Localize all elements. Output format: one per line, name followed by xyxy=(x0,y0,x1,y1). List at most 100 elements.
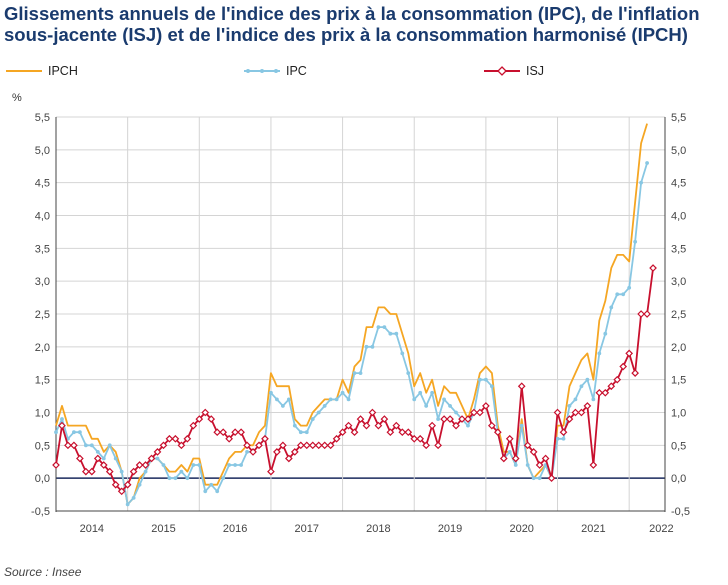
data-point-isj xyxy=(332,434,341,443)
data-point-isj xyxy=(422,441,431,450)
data-point-ipc xyxy=(388,331,393,336)
x-tick-label: 2016 xyxy=(223,523,247,535)
data-point-isj xyxy=(171,434,180,443)
data-point-ipc xyxy=(185,476,190,481)
y-tick-label-left: 1,5 xyxy=(35,375,50,387)
data-point-ipc xyxy=(298,430,303,435)
data-point-ipc xyxy=(137,482,142,487)
chart-title: Glissements annuels de l'indice des prix… xyxy=(4,3,700,45)
data-point-ipc xyxy=(591,397,596,402)
data-point-isj xyxy=(129,467,138,476)
data-point-ipc xyxy=(376,325,381,330)
data-point-ipc xyxy=(245,450,249,454)
y-tick-label-left: 0,0 xyxy=(35,473,50,485)
y-tick-label-left: 0,5 xyxy=(35,440,50,452)
data-point-isj xyxy=(541,454,550,463)
data-point-ipc xyxy=(292,423,297,428)
y-tick-label-right: 1,0 xyxy=(671,408,686,420)
data-point-ipc xyxy=(537,476,542,481)
y-tick-label-right: 2,5 xyxy=(671,309,686,321)
data-point-isj xyxy=(643,310,651,318)
data-point-ipc xyxy=(645,161,649,165)
data-point-isj xyxy=(464,415,472,423)
data-point-ipc xyxy=(54,430,58,435)
data-point-ipc xyxy=(406,371,411,375)
y-tick-label-right: -0,5 xyxy=(671,506,690,518)
data-point-isj xyxy=(117,487,126,496)
data-point-isj xyxy=(493,428,502,437)
data-point-isj xyxy=(517,382,526,391)
data-point-isj xyxy=(625,349,634,358)
y-tick-label-left: 2,5 xyxy=(35,309,50,321)
data-point-isj xyxy=(356,415,365,423)
data-point-isj xyxy=(147,454,156,463)
data-point-isj xyxy=(488,421,496,430)
chart-plot: 5,5 5,5 5,0 5,0 4,5 4,5 4,0 4,0 3,5 3,5 3,0 3,0 2,5 2… xyxy=(12,92,690,535)
data-point-ipc xyxy=(525,463,530,467)
data-point-ipc xyxy=(412,397,417,402)
data-point-isj xyxy=(237,428,245,437)
data-point-isj xyxy=(87,467,96,476)
data-point-isj xyxy=(416,434,425,443)
data-point-isj xyxy=(231,428,239,437)
data-point-ipc xyxy=(567,404,572,408)
y-tick-label-right: 5,5 xyxy=(671,112,686,124)
x-tick-label: 2022 xyxy=(649,523,673,535)
data-point-isj xyxy=(219,428,228,437)
data-point-isj xyxy=(482,402,490,410)
data-point-isj xyxy=(153,448,162,456)
y-tick-label-left: 4,5 xyxy=(35,178,50,190)
data-point-ipc xyxy=(424,404,429,408)
data-point-ipc xyxy=(639,180,644,185)
data-point-isj xyxy=(428,421,436,430)
data-point-ipc xyxy=(203,489,208,494)
data-point-ipc xyxy=(579,384,584,389)
data-point-isj xyxy=(189,421,198,430)
data-point-isj xyxy=(255,441,263,450)
data-point-isj xyxy=(374,421,383,430)
data-point-isj xyxy=(177,441,186,450)
data-point-isj xyxy=(207,415,216,423)
y-tick-label-left: 4,0 xyxy=(35,211,50,223)
data-point-ipc xyxy=(627,285,632,290)
y-tick-label-right: 2,0 xyxy=(671,342,686,354)
y-tick-label-right: 3,0 xyxy=(671,276,686,288)
y-tick-label-left: 3,0 xyxy=(35,276,50,288)
data-point-ipc xyxy=(561,436,566,441)
data-point-ipc xyxy=(454,410,458,415)
legend-label-ipch: IPCH xyxy=(48,64,78,78)
data-point-isj xyxy=(249,448,257,456)
legend-item-ipch: IPCH xyxy=(4,62,78,80)
data-point-ipc xyxy=(322,404,327,408)
data-point-ipc xyxy=(430,390,435,395)
data-point-isj xyxy=(446,415,454,423)
data-point-ipc xyxy=(107,443,112,448)
y-tick-label-right: 5,0 xyxy=(671,145,686,157)
data-point-isj xyxy=(386,428,395,437)
data-point-ipc xyxy=(221,476,226,481)
data-point-ipc xyxy=(179,469,184,474)
x-tick-label: 2019 xyxy=(438,523,462,535)
x-tick-label: 2017 xyxy=(295,523,319,535)
data-point-ipc xyxy=(269,390,273,395)
data-point-isj xyxy=(362,421,371,430)
data-point-isj xyxy=(559,428,568,437)
data-point-ipc xyxy=(227,463,232,467)
data-point-isj xyxy=(314,441,323,450)
data-point-isj xyxy=(619,362,628,371)
data-point-ipc xyxy=(609,305,614,310)
data-point-isj xyxy=(302,441,311,450)
data-point-isj xyxy=(553,408,562,417)
y-axis-label: % xyxy=(12,92,22,104)
data-point-isj xyxy=(434,441,442,450)
data-point-isj xyxy=(410,434,419,443)
data-point-isj xyxy=(392,421,401,430)
data-point-isj xyxy=(82,467,90,476)
data-point-isj xyxy=(273,448,281,456)
data-point-isj xyxy=(141,461,150,469)
data-point-isj xyxy=(195,415,204,423)
data-point-isj xyxy=(511,454,520,463)
data-point-ipc xyxy=(131,495,136,500)
data-point-ipc xyxy=(633,239,638,244)
y-tick-label-left: -0,5 xyxy=(31,506,50,518)
